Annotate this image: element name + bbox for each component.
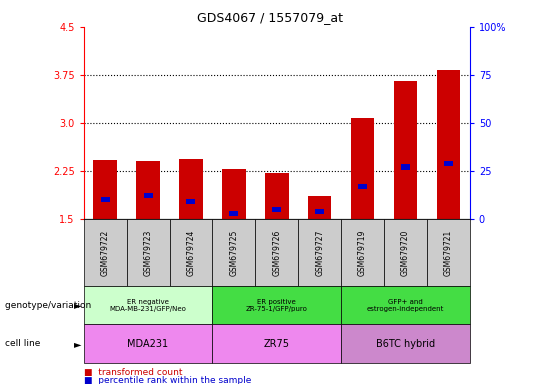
Text: ER negative
MDA-MB-231/GFP/Neo: ER negative MDA-MB-231/GFP/Neo [110,299,186,312]
Text: B6TC hybrid: B6TC hybrid [376,339,435,349]
Bar [84,286,212,324]
Bar [179,159,202,219]
Bar [315,209,324,214]
Bar [84,219,126,286]
Bar [212,286,341,324]
Text: ►: ► [73,300,81,310]
Bar [265,173,288,219]
Bar [308,197,332,219]
Bar [298,219,341,286]
Text: ■  percentile rank within the sample: ■ percentile rank within the sample [84,376,251,384]
Bar [444,161,453,166]
Bar [84,324,212,363]
Bar [255,219,298,286]
Text: GSM679720: GSM679720 [401,229,410,276]
Bar [170,219,212,286]
Text: GSM679727: GSM679727 [315,229,324,276]
Bar [212,324,341,363]
Bar [272,207,281,212]
Text: GSM679725: GSM679725 [230,229,238,276]
Text: GSM679724: GSM679724 [186,229,195,276]
Bar [401,164,410,170]
Bar [100,197,110,202]
Text: GSM679726: GSM679726 [272,229,281,276]
Bar [384,219,427,286]
Text: GSM679722: GSM679722 [100,229,110,276]
Text: ►: ► [73,339,81,349]
Text: MDA231: MDA231 [127,339,168,349]
Bar [341,324,470,363]
Text: GSM679721: GSM679721 [444,229,453,276]
Bar [341,286,470,324]
Text: GFP+ and
estrogen-independent: GFP+ and estrogen-independent [367,299,444,312]
Bar [222,169,246,219]
Bar [212,219,255,286]
Text: genotype/variation: genotype/variation [5,301,94,310]
Bar [341,219,384,286]
Bar [358,184,367,189]
Bar [186,199,195,204]
Bar [436,70,460,219]
Bar [144,193,152,199]
Bar [126,219,170,286]
Text: GDS4067 / 1557079_at: GDS4067 / 1557079_at [197,12,343,25]
Bar [427,219,470,286]
Text: ZR75: ZR75 [264,339,290,349]
Bar [230,210,238,216]
Text: ER positive
ZR-75-1/GFP/puro: ER positive ZR-75-1/GFP/puro [246,299,308,312]
Bar [351,118,374,219]
Text: GSM679719: GSM679719 [358,229,367,276]
Text: GSM679723: GSM679723 [144,229,153,276]
Bar [394,81,417,219]
Text: ■  transformed count: ■ transformed count [84,368,182,377]
Text: cell line: cell line [5,339,44,348]
Bar [93,160,117,219]
Bar [136,161,160,219]
